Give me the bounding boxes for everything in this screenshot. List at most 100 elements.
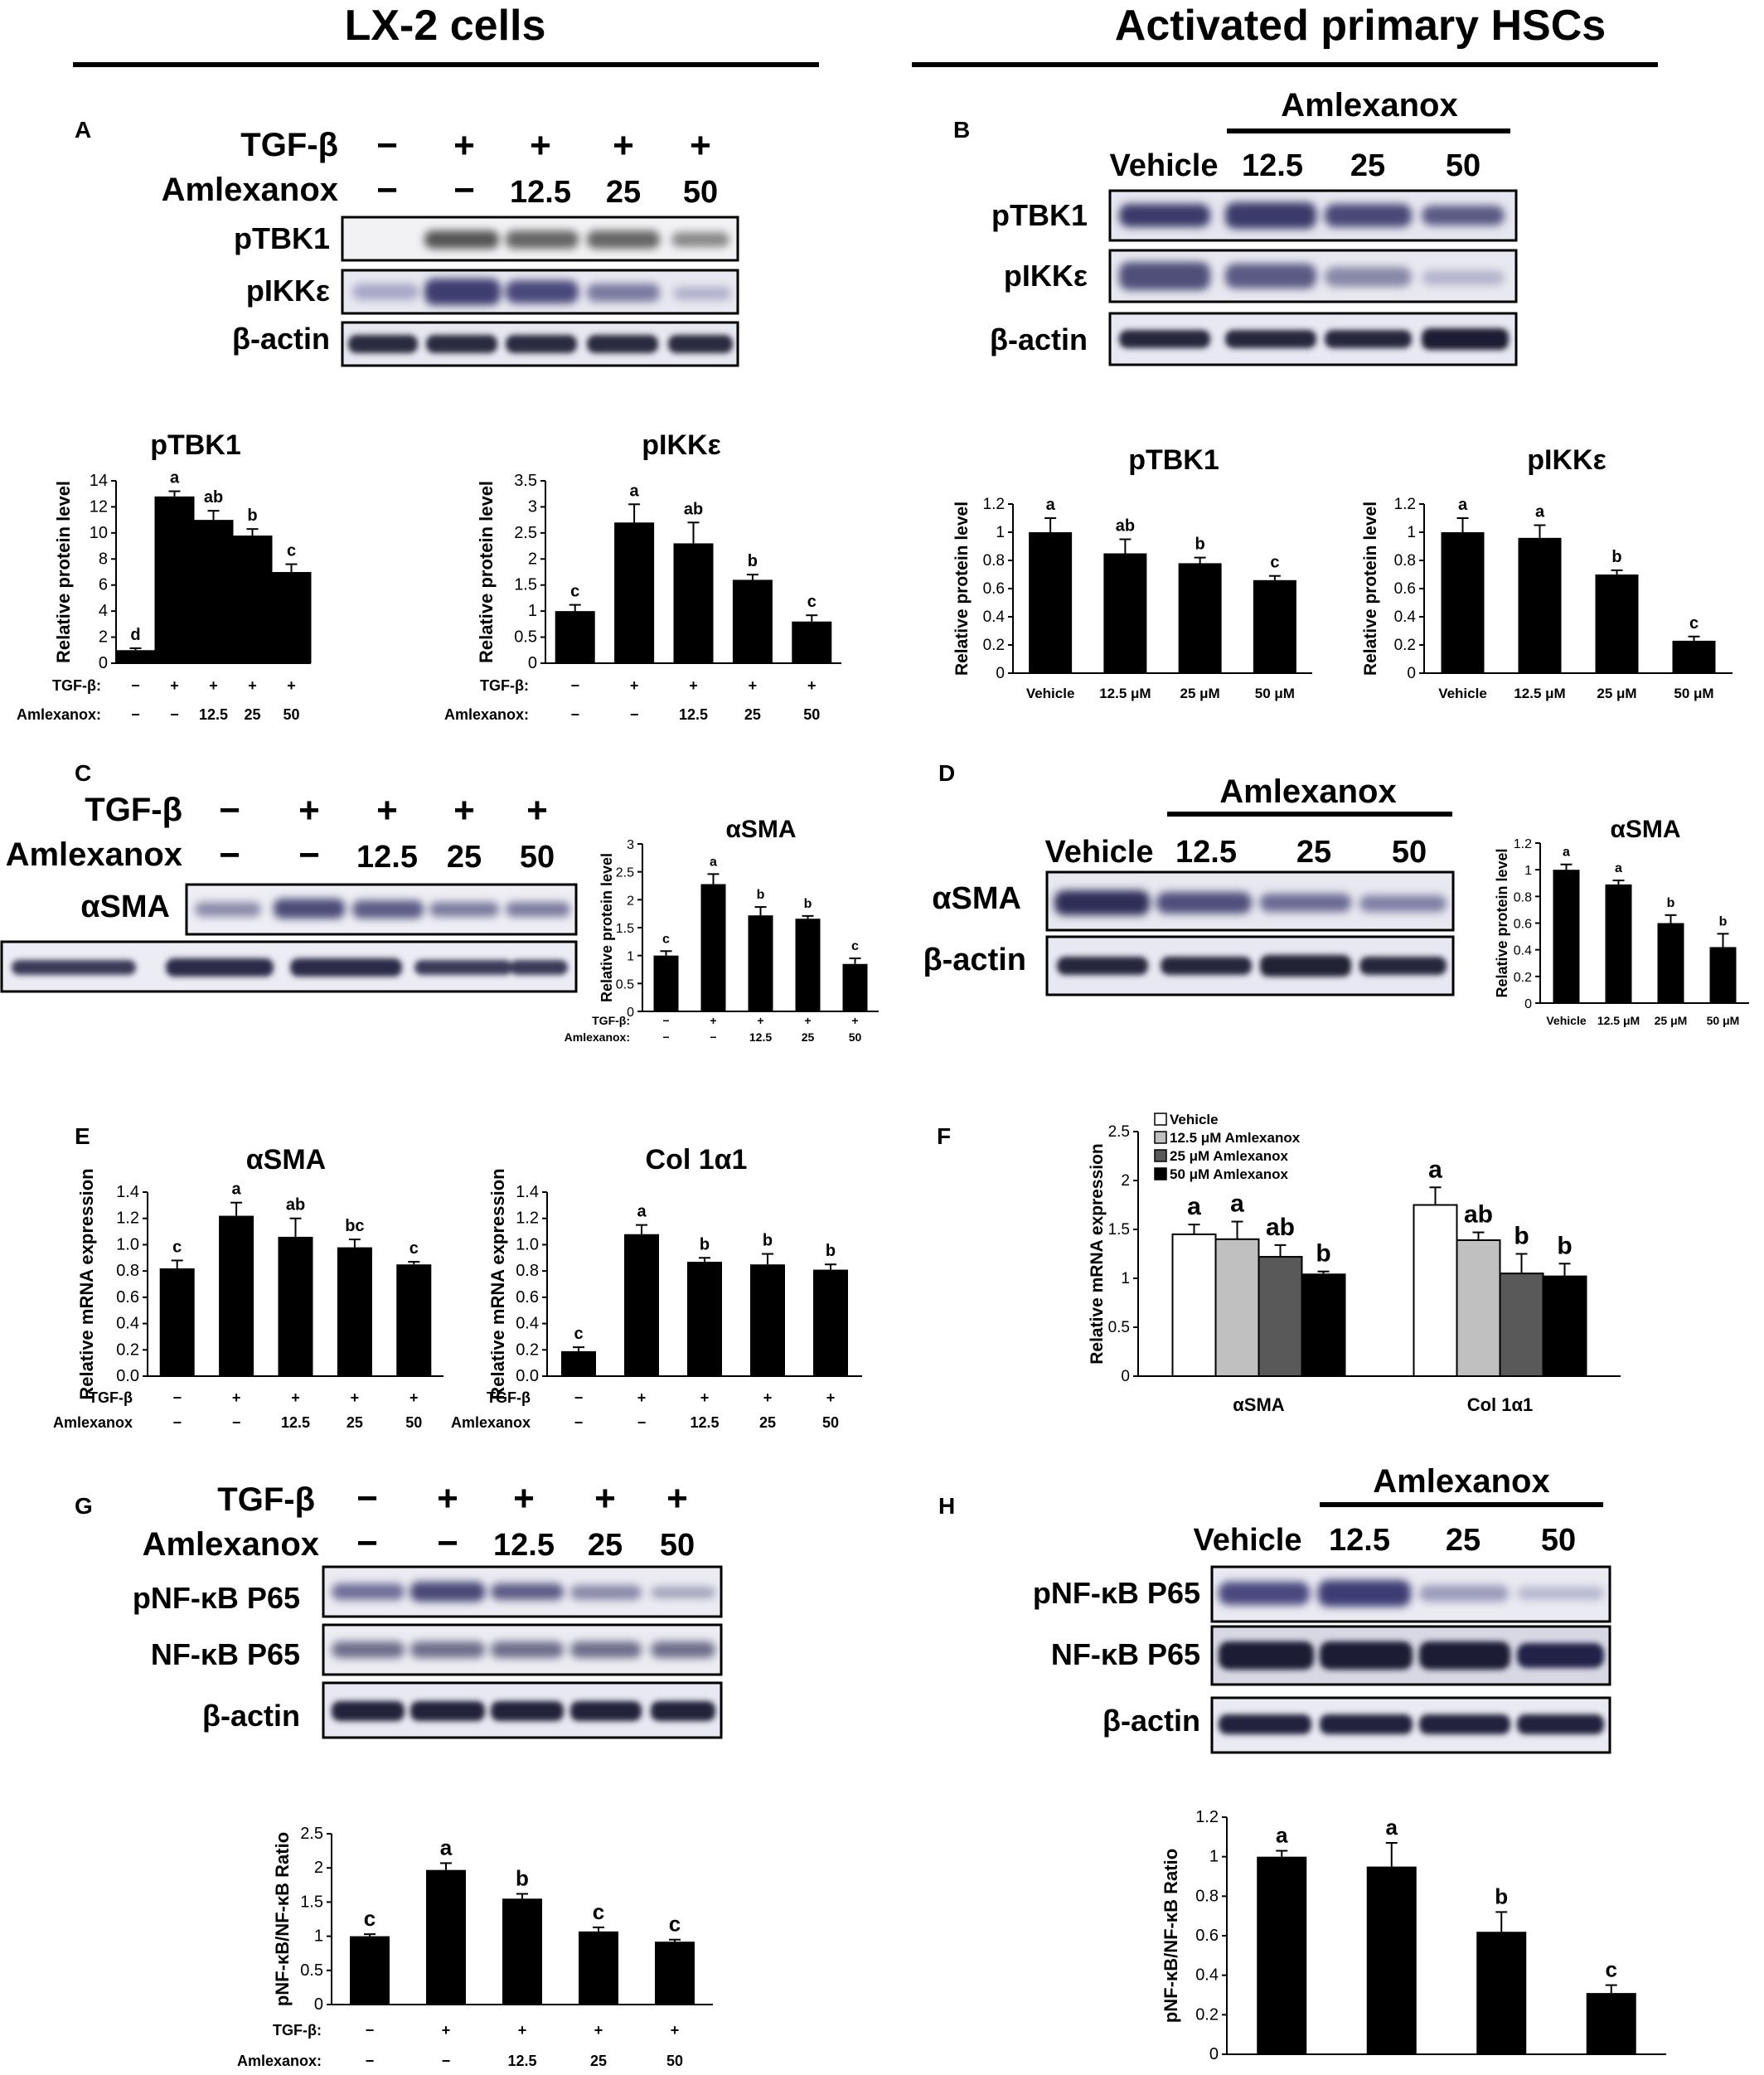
significance-letter: a <box>1187 1193 1201 1220</box>
x-category-label: Vehicle <box>1438 686 1487 701</box>
tgf-label: TGF-β <box>217 1481 315 1518</box>
blot-band <box>166 958 274 977</box>
blot-band <box>1219 1641 1314 1670</box>
y-tick-label: 0.2 <box>1514 971 1532 985</box>
condition-cell: 50 <box>666 2053 683 2069</box>
y-tick-label: 0.4 <box>1195 1966 1219 1985</box>
x-category-label: αSMA <box>1233 1394 1285 1415</box>
bar <box>673 543 714 663</box>
significance-letter: b <box>763 1232 773 1250</box>
y-tick-label: 1 <box>996 524 1005 541</box>
y-tick-label: 0 <box>1407 665 1416 682</box>
blot-label-ptbk1: pTBK1 <box>991 198 1088 232</box>
bar <box>1178 563 1222 673</box>
panel-letter-a: A <box>75 117 91 143</box>
condition-cell: − <box>232 1414 241 1431</box>
lane-sign: + <box>526 790 548 831</box>
y-tick-label: 3 <box>627 838 634 852</box>
y-tick-label: 1.0 <box>516 1235 539 1253</box>
blot-band <box>274 899 345 919</box>
y-tick-label: 1.4 <box>516 1183 539 1201</box>
y-tick-label: 1 <box>1524 864 1532 878</box>
x-category-label: Vehicle <box>1253 2073 1311 2075</box>
blot-label-pnfkb: pNF-κB P65 <box>1033 1576 1200 1610</box>
bar <box>1709 947 1737 1003</box>
bar <box>687 1262 722 1376</box>
bar <box>159 1268 195 1376</box>
y-tick-label: 1.4 <box>116 1183 139 1201</box>
dose-label: 50 <box>520 840 555 875</box>
amlexanox-label: Amlexanox <box>1219 773 1396 810</box>
bar <box>1553 870 1580 1003</box>
y-axis-label: Relative mRNA expression <box>76 1168 97 1399</box>
y-tick-label: 0.8 <box>1195 1887 1219 1905</box>
y-tick-label: 0.6 <box>116 1288 139 1307</box>
condition-cell: − <box>442 2053 451 2069</box>
y-tick-label: 1 <box>314 1927 323 1946</box>
blot-band <box>195 902 261 917</box>
condition-cell: + <box>170 677 179 694</box>
significance-letter: a <box>710 855 717 869</box>
significance-letter: ab <box>1116 517 1135 536</box>
y-tick-label: 3 <box>528 497 537 516</box>
blot-band <box>651 1587 715 1598</box>
condition-cell: 12.5 <box>281 1414 310 1431</box>
bar <box>1301 1273 1346 1378</box>
y-tick-label: 3.5 <box>514 472 537 490</box>
condition-cell: − <box>570 706 579 723</box>
condition-cell: + <box>700 1389 710 1406</box>
condition-cell: + <box>518 2022 527 2039</box>
y-tick-label: 1.0 <box>116 1235 139 1253</box>
condition-cell: 12.5 <box>749 1030 772 1044</box>
lane-sign: + <box>437 1478 458 1519</box>
y-axis-label: Relative protein level <box>476 481 497 663</box>
condition-cell: 50 <box>405 1414 422 1431</box>
blot-band <box>1225 202 1316 229</box>
condition-cell: 25 <box>346 1414 363 1431</box>
y-tick-label: 14 <box>90 472 108 490</box>
condition-cell: 25 <box>759 1414 776 1431</box>
bar <box>1258 1256 1303 1378</box>
amlexanox-row-label: Amlexanox: <box>565 1030 630 1044</box>
condition-cell: + <box>851 1014 858 1027</box>
condition-cell: − <box>710 1030 716 1044</box>
bar <box>219 1215 254 1376</box>
bar <box>1366 1866 1417 2054</box>
lane-sign: − <box>356 1478 378 1519</box>
dose-label: 25 <box>1350 148 1385 183</box>
condition-cell: − <box>574 1414 584 1431</box>
chart-e2: 0.0 0.2 0.4 0.6 0.8 1.0 1.2 1.4 Relative mRNA ex… <box>451 1144 862 1431</box>
lane-sign: + <box>453 125 475 166</box>
blot-band <box>510 960 568 975</box>
dose-label: 25 <box>1446 1523 1480 1558</box>
blot-band <box>410 1641 485 1658</box>
condition-cell: − <box>131 677 140 694</box>
bar <box>561 1350 596 1376</box>
lane-label-vehicle: Vehicle <box>1194 1523 1302 1558</box>
significance-letter: ab <box>286 1196 305 1214</box>
significance-letter: ab <box>1464 1201 1493 1229</box>
y-tick-label: 1.5 <box>616 922 634 936</box>
significance-letter: ab <box>684 500 703 518</box>
y-tick-label: 0.5 <box>514 628 537 647</box>
blot-band <box>1156 892 1252 914</box>
significance-letter: b <box>1195 536 1205 554</box>
chart-title: αSMA <box>246 1144 326 1176</box>
panel-letter-b: B <box>953 117 970 143</box>
y-tick-label: 0.6 <box>1195 1927 1219 1945</box>
legend-swatch <box>1154 1113 1167 1126</box>
blot-band <box>1225 264 1316 288</box>
dose-label: 12.5 <box>1242 148 1303 183</box>
condition-cell: + <box>410 1389 419 1406</box>
tgf-row-label: TGF-β <box>487 1389 531 1406</box>
dose-label: 50 <box>660 1528 695 1563</box>
y-tick-label: 1 <box>528 602 537 620</box>
blot-label-pikke: pIKKε <box>246 274 330 308</box>
significance-letter: b <box>748 552 758 570</box>
significance-letter: d <box>130 626 140 644</box>
blot-band <box>1318 1580 1411 1607</box>
blot-label-pikke: pIKKε <box>1004 259 1088 293</box>
condition-cell: + <box>757 1014 763 1027</box>
significance-letter: a <box>1428 1156 1442 1183</box>
